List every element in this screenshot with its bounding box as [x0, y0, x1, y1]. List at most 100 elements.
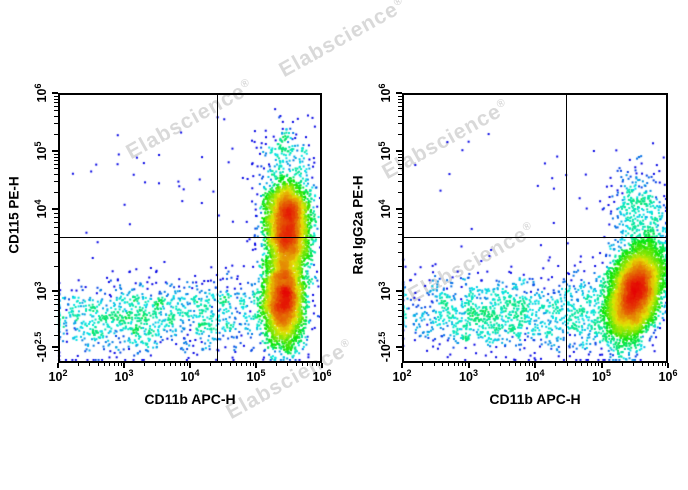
x-minor-tick [109, 363, 111, 366]
x-major-tick [123, 363, 125, 368]
x-minor-tick [163, 363, 165, 366]
y-minor-tick [54, 153, 58, 155]
x-minor-tick [318, 363, 320, 366]
x-minor-tick [183, 363, 185, 366]
y-minor-tick [54, 163, 58, 165]
y-minor-tick [54, 123, 58, 125]
x-minor-tick [566, 363, 568, 366]
x-minor-tick [661, 363, 663, 366]
y-axis-title-right: Rat IgG2a PE-H [350, 175, 366, 275]
y-minor-tick [398, 316, 402, 318]
x-major-tick [667, 363, 669, 368]
x-major-tick [401, 363, 403, 368]
y-minor-tick [398, 212, 402, 214]
y-axis-title-left: CD115 PE-H [6, 176, 22, 254]
y-minor-tick [398, 168, 402, 170]
x-minor-tick [448, 363, 450, 366]
y-tick-label: 106 [32, 83, 50, 103]
x-tick-label: 102 [392, 368, 412, 385]
y-major-tick [52, 208, 58, 210]
x-minor-tick [209, 363, 211, 366]
y-major-tick [396, 208, 402, 210]
y-minor-tick [398, 309, 402, 311]
y-minor-tick [398, 241, 402, 243]
x-minor-tick [302, 363, 304, 366]
x-minor-tick [488, 363, 490, 366]
x-tick-label: 104 [525, 368, 545, 385]
y-tick-label: 105 [32, 141, 50, 161]
y-tick-label: 104 [376, 199, 394, 219]
y-minor-tick [54, 98, 58, 100]
x-minor-tick [241, 363, 243, 366]
y-minor-tick [398, 191, 402, 193]
x-minor-tick [275, 363, 277, 366]
x-minor-tick [591, 363, 593, 366]
x-minor-tick [113, 363, 115, 366]
y-minor-tick [54, 159, 58, 161]
plot-area-left [58, 93, 322, 363]
x-minor-tick [97, 363, 99, 366]
y-minor-tick [398, 116, 402, 118]
y-minor-tick [54, 316, 58, 318]
x-axis-title-left: CD11b APC-H [144, 391, 236, 407]
y-minor-tick [398, 233, 402, 235]
y-minor-tick [398, 334, 402, 336]
x-minor-tick [500, 363, 502, 366]
x-minor-tick [117, 363, 119, 366]
y-minor-tick [54, 334, 58, 336]
y-minor-tick [398, 266, 402, 268]
x-minor-tick [657, 363, 659, 366]
y-minor-tick [54, 309, 58, 311]
y-tick-label: 106 [376, 83, 394, 103]
x-minor-tick [595, 363, 597, 366]
x-major-tick [534, 363, 536, 368]
x-minor-tick [621, 363, 623, 366]
y-minor-tick [398, 294, 402, 296]
y-minor-tick [54, 241, 58, 243]
x-major-tick [600, 363, 603, 368]
x-minor-tick [120, 363, 122, 366]
y-major-tick [396, 290, 402, 292]
x-minor-tick [186, 363, 188, 366]
x-minor-tick [175, 363, 177, 366]
y-minor-tick [398, 216, 402, 218]
x-tick-label: 106 [312, 368, 332, 385]
x-minor-tick [104, 363, 106, 366]
y-minor-tick [398, 101, 402, 103]
y-tick-label: 105 [376, 141, 394, 161]
x-tick-label: 105 [246, 368, 266, 385]
x-minor-tick [295, 363, 297, 366]
quadrant-line-vertical [566, 93, 568, 363]
x-minor-tick [245, 363, 247, 366]
x-minor-tick [653, 363, 655, 366]
y-minor-tick [54, 101, 58, 103]
y-minor-tick [54, 181, 58, 183]
y-minor-tick [398, 304, 402, 305]
quadrant-line-horizontal [402, 237, 668, 239]
x-minor-tick [664, 363, 666, 366]
x-minor-tick [586, 363, 588, 366]
y-minor-tick [54, 227, 58, 229]
y-minor-tick [54, 116, 58, 118]
x-tick-label: 104 [180, 368, 200, 385]
y-minor-tick [54, 110, 58, 112]
x-minor-tick [575, 363, 577, 366]
y-minor-tick [398, 153, 402, 155]
y-tick-label: 103 [32, 281, 50, 301]
x-minor-tick [307, 363, 309, 366]
x-minor-tick [581, 363, 583, 366]
y-minor-tick [398, 174, 402, 176]
x-minor-tick [458, 363, 460, 366]
x-minor-tick [179, 363, 181, 366]
y-tick-label: -102.5 [32, 331, 50, 363]
y-minor-tick [54, 324, 58, 326]
y-minor-tick [54, 191, 58, 193]
x-minor-tick [287, 363, 289, 366]
y-major-tick [52, 92, 58, 94]
y-major-tick [52, 290, 58, 292]
y-tick-label: 104 [32, 199, 50, 219]
y-minor-tick [54, 216, 58, 218]
